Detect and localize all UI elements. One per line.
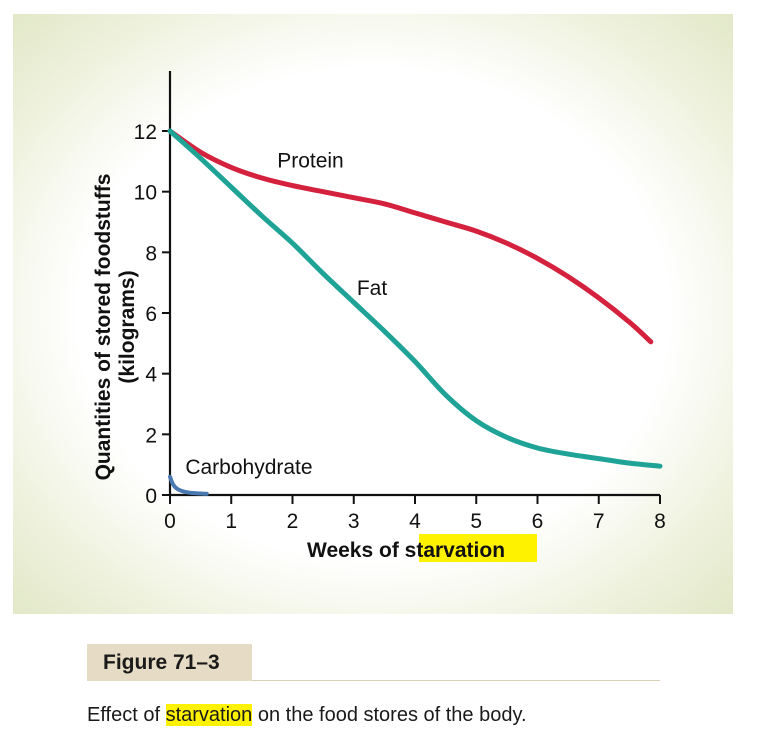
svg-text:Weeks of starvation: Weeks of starvation — [307, 539, 505, 562]
x-tick-label: 8 — [654, 510, 666, 533]
caption-highlight: starvation — [165, 704, 253, 726]
y-axis-title-line1: Quantities of stored foodstuffs — [92, 174, 115, 481]
series-line-protein — [167, 128, 654, 345]
caption-prefix: Effect of — [87, 704, 166, 726]
x-tick-label: 5 — [470, 510, 482, 533]
x-axis-title: Weeks of starvation — [307, 534, 537, 562]
figure-divider — [252, 680, 660, 681]
x-tick-label: 2 — [287, 510, 299, 533]
x-tick-label: 7 — [593, 510, 605, 533]
y-tick-label: 6 — [145, 303, 157, 326]
y-tick-label: 8 — [145, 242, 157, 265]
y-tick-label: 10 — [134, 182, 157, 205]
x-axis-title-highlight-text: starvation — [405, 539, 505, 562]
y-tick-label: 2 — [145, 424, 157, 447]
series-line-carbohydrate — [168, 474, 209, 496]
figure-caption: Effect of starvation on the food stores … — [87, 704, 527, 727]
series-line-fat — [167, 128, 663, 469]
x-axis-title-highlight — [419, 534, 537, 562]
x-axis-title-prefix: Weeks of — [307, 539, 405, 562]
caption-suffix: on the food stores of the body. — [252, 704, 527, 726]
y-tick-label: 12 — [134, 121, 157, 144]
y-tick-label: 4 — [145, 364, 157, 387]
series-label-protein: Protein — [277, 149, 344, 172]
x-tick-label: 1 — [225, 510, 237, 533]
x-tick-label: 3 — [348, 510, 360, 533]
y-axis-title-line2: (kilograms) — [116, 270, 139, 383]
x-tick-label: 0 — [164, 510, 176, 533]
y-tick-label: 0 — [145, 485, 157, 508]
series-label-fat: Fat — [357, 277, 388, 300]
x-tick-label: 4 — [409, 510, 421, 533]
series-label-carbohydrate: Carbohydrate — [185, 456, 312, 479]
x-tick-label: 6 — [532, 510, 544, 533]
chart-panel: 0 1 2 3 4 5 6 7 8 0 2 4 6 8 10 12 Protein Fat Carbohydrat… — [13, 14, 733, 614]
figure-label: Figure 71–3 — [87, 644, 252, 681]
